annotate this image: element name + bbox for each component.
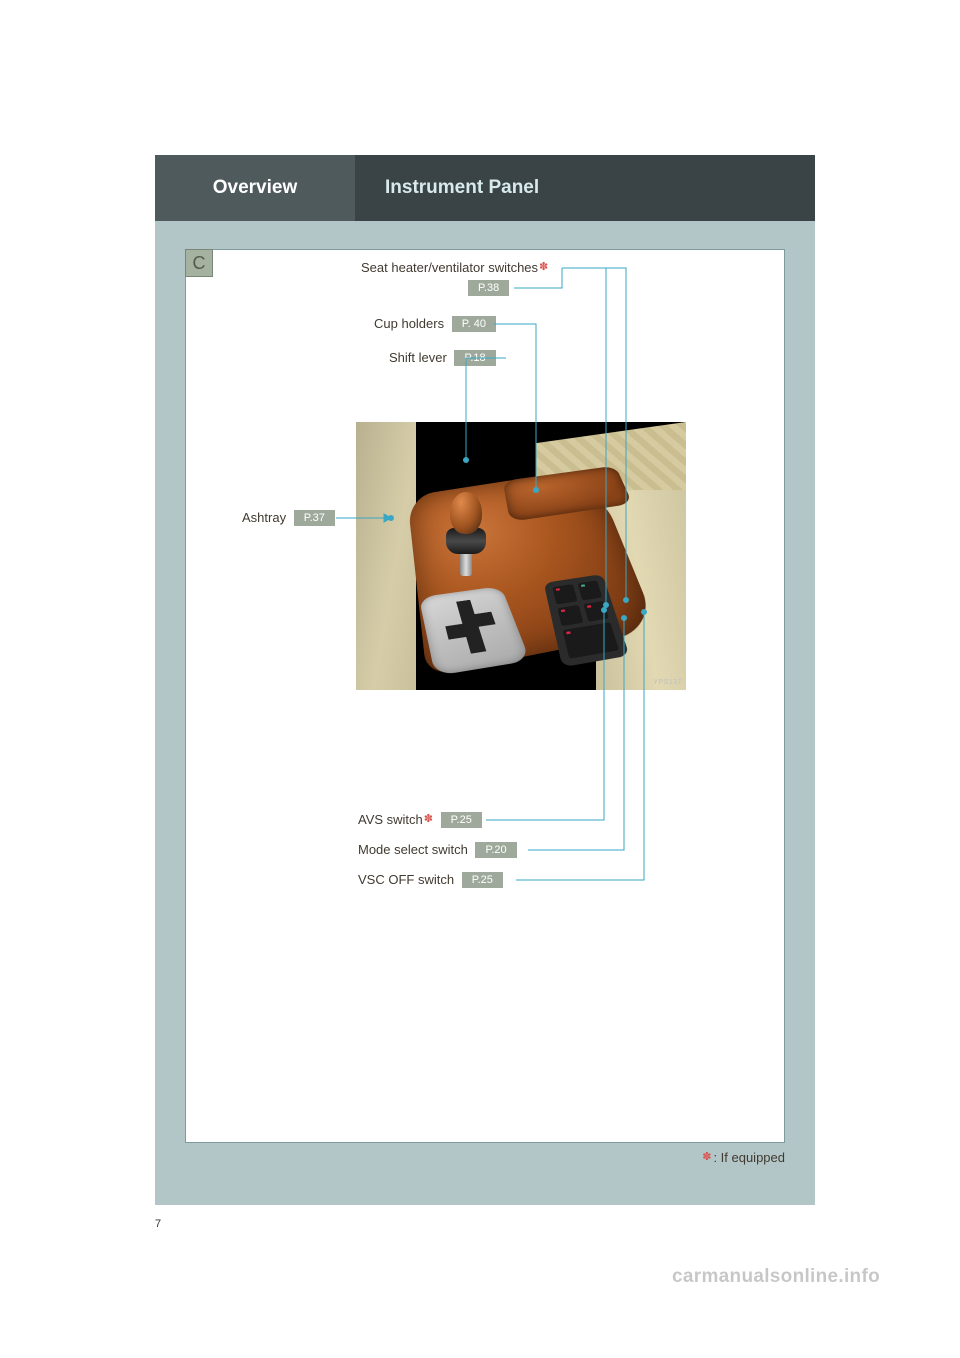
switch-button-large xyxy=(563,623,619,659)
console-photo: YPS137 xyxy=(356,422,686,690)
callout-cup-holders: Cup holders P. 40 xyxy=(374,316,496,332)
callout-seat-heater: Seat heater/ventilator switches✽ xyxy=(361,260,548,275)
callout-text: VSC OFF switch xyxy=(358,872,454,887)
callout-vsc-off: VSC OFF switch P.25 xyxy=(358,872,503,888)
page-ref-pill: P.20 xyxy=(475,842,516,858)
callout-text: Cup holders xyxy=(374,316,444,331)
asterisk-icon: ✽ xyxy=(539,261,548,273)
switch-button xyxy=(583,601,609,623)
switch-button xyxy=(577,580,602,600)
seat-leather-left xyxy=(356,422,416,690)
callout-seat-heater-ref: P.38 xyxy=(464,280,509,296)
leader-lines xyxy=(186,250,784,1142)
footnote-text: : If equipped xyxy=(713,1150,785,1165)
asterisk-icon: ✽ xyxy=(424,813,433,825)
callout-ashtray: Ashtray P.37 xyxy=(242,510,335,526)
page-ref-pill: P. 40 xyxy=(452,316,496,332)
callout-mode-select: Mode select switch P.20 xyxy=(358,842,517,858)
page-ref-pill: P.37 xyxy=(294,510,335,526)
photo-code: YPS137 xyxy=(653,679,682,686)
shift-grip xyxy=(450,492,482,534)
callout-text: Shift lever xyxy=(389,350,447,365)
switch-button xyxy=(552,584,577,604)
page-ref-pill: P.38 xyxy=(468,280,509,296)
header-right-title: Instrument Panel xyxy=(355,155,815,221)
diagram-panel: YPS137 Seat heater/ventilator switches✽ … xyxy=(185,249,785,1143)
callout-text: Ashtray xyxy=(242,510,286,525)
watermark: carmanualsonline.info xyxy=(672,1266,880,1288)
page-ref-pill: P.18 xyxy=(454,350,495,366)
callout-text: Mode select switch xyxy=(358,842,468,857)
shift-knob xyxy=(444,492,488,572)
switch-button xyxy=(557,605,583,627)
page-number: 7 xyxy=(155,1218,161,1230)
callout-text: AVS switch xyxy=(358,812,423,827)
header-left-title: Overview xyxy=(155,155,355,221)
page-header: Overview Instrument Panel xyxy=(155,155,815,221)
page-ref-pill: P.25 xyxy=(462,872,503,888)
callout-text: Seat heater/ventilator switches xyxy=(361,260,538,275)
page-ref-pill: P.25 xyxy=(441,812,482,828)
callout-shift-lever: Shift lever P.18 xyxy=(389,350,496,366)
manual-page: Overview Instrument Panel YPS1 xyxy=(155,155,815,1205)
callout-avs-switch: AVS switch✽ P.25 xyxy=(358,812,482,828)
section-badge: C xyxy=(185,249,213,277)
asterisk-icon: ✽ xyxy=(702,1151,711,1163)
footnote: ✽: If equipped xyxy=(701,1150,785,1165)
